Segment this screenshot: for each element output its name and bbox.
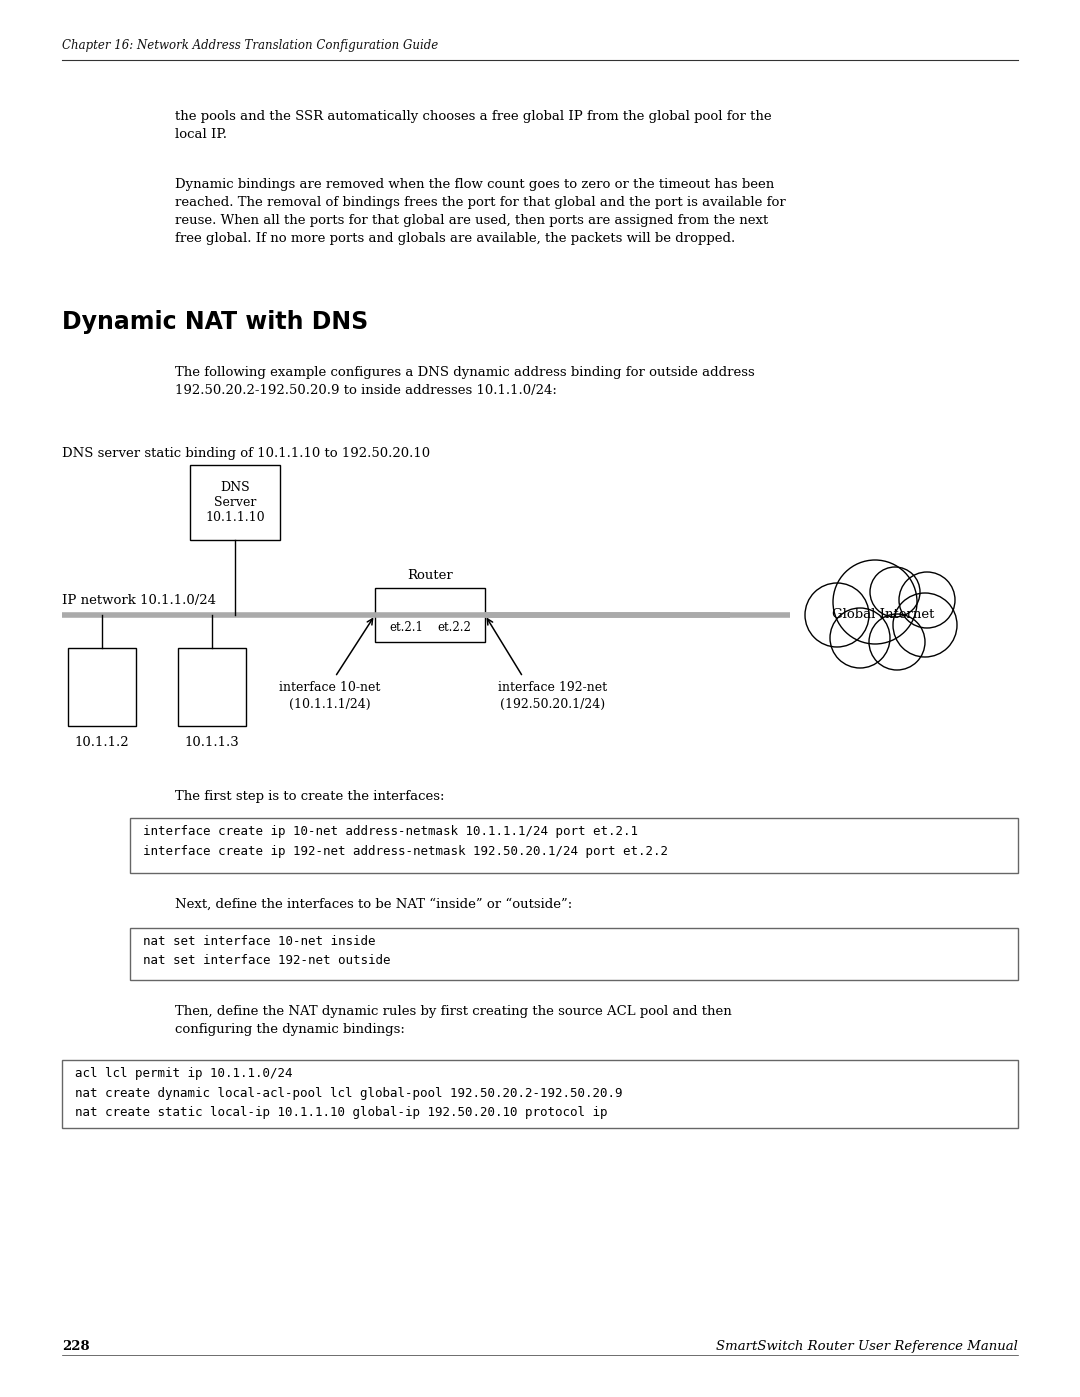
- Text: Dynamic bindings are removed when the flow count goes to zero or the timeout has: Dynamic bindings are removed when the fl…: [175, 177, 786, 244]
- Text: et.2.2: et.2.2: [437, 622, 471, 634]
- Text: interface create ip 10-net address-netmask 10.1.1.1/24 port et.2.1
interface cre: interface create ip 10-net address-netma…: [143, 826, 669, 858]
- Text: DNS server static binding of 10.1.1.10 to 192.50.20.10: DNS server static binding of 10.1.1.10 t…: [62, 447, 430, 460]
- Text: 10.1.1.2: 10.1.1.2: [75, 736, 130, 749]
- Circle shape: [833, 560, 917, 644]
- Circle shape: [869, 615, 924, 671]
- Text: Global Internet: Global Internet: [832, 609, 934, 622]
- Text: Then, define the NAT dynamic rules by first creating the source ACL pool and the: Then, define the NAT dynamic rules by fi…: [175, 1004, 732, 1037]
- FancyBboxPatch shape: [130, 928, 1018, 981]
- Text: interface 10-net
(10.1.1.1/24): interface 10-net (10.1.1.1/24): [280, 680, 380, 711]
- Circle shape: [899, 571, 955, 629]
- FancyBboxPatch shape: [130, 819, 1018, 873]
- Text: IP network 10.1.1.0/24: IP network 10.1.1.0/24: [62, 594, 216, 608]
- Text: DNS
Server
10.1.1.10: DNS Server 10.1.1.10: [205, 481, 265, 524]
- Text: SmartSwitch Router User Reference Manual: SmartSwitch Router User Reference Manual: [716, 1340, 1018, 1354]
- FancyBboxPatch shape: [62, 1060, 1018, 1127]
- FancyBboxPatch shape: [375, 588, 485, 643]
- Text: acl lcl permit ip 10.1.1.0/24
nat create dynamic local-acl-pool lcl global-pool : acl lcl permit ip 10.1.1.0/24 nat create…: [75, 1067, 622, 1119]
- Text: The first step is to create the interfaces:: The first step is to create the interfac…: [175, 789, 445, 803]
- FancyBboxPatch shape: [190, 465, 280, 541]
- Circle shape: [870, 567, 920, 617]
- Text: interface 192-net
(192.50.20.1/24): interface 192-net (192.50.20.1/24): [499, 680, 608, 711]
- Text: Router: Router: [407, 569, 453, 583]
- Text: 10.1.1.3: 10.1.1.3: [185, 736, 240, 749]
- Text: 228: 228: [62, 1340, 90, 1354]
- Text: Chapter 16: Network Address Translation Configuration Guide: Chapter 16: Network Address Translation …: [62, 39, 438, 52]
- FancyBboxPatch shape: [68, 648, 136, 726]
- Circle shape: [805, 583, 869, 647]
- Circle shape: [893, 592, 957, 657]
- Text: et.2.1: et.2.1: [389, 622, 423, 634]
- Text: Next, define the interfaces to be NAT “inside” or “outside”:: Next, define the interfaces to be NAT “i…: [175, 898, 572, 911]
- FancyBboxPatch shape: [178, 648, 246, 726]
- Text: The following example configures a DNS dynamic address binding for outside addre: The following example configures a DNS d…: [175, 366, 755, 397]
- Circle shape: [831, 608, 890, 668]
- Text: Dynamic NAT with DNS: Dynamic NAT with DNS: [62, 310, 368, 334]
- Text: nat set interface 10-net inside
nat set interface 192-net outside: nat set interface 10-net inside nat set …: [143, 935, 391, 968]
- Text: the pools and the SSR automatically chooses a free global IP from the global poo: the pools and the SSR automatically choo…: [175, 110, 771, 141]
